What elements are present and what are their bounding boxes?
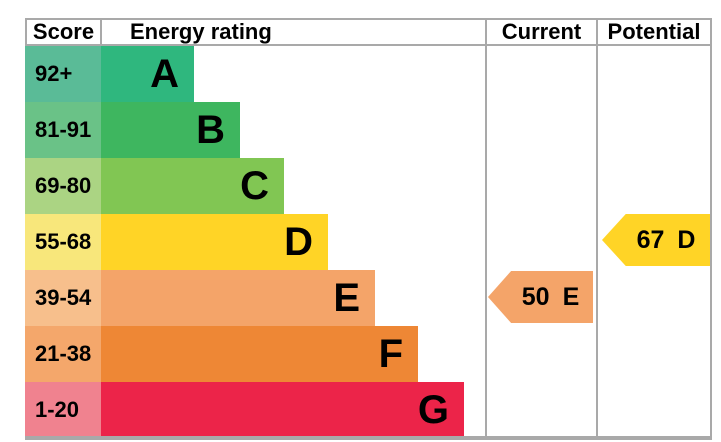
potential-rating-value: 67: [636, 225, 665, 254]
band-letter-e: E: [333, 276, 360, 320]
band-letter-a: A: [150, 52, 179, 96]
band-letter-f: F: [378, 332, 403, 376]
current-column-left-divider: [485, 44, 487, 438]
score-range-e: 39-54: [25, 270, 101, 326]
score-range-g: 1-20: [25, 382, 101, 438]
current-rating-value: 50: [521, 282, 550, 311]
rating-bar-g: G: [101, 382, 464, 438]
potential-column-left-divider: [596, 44, 598, 438]
rating-bar-c: C: [101, 158, 284, 214]
rating-bar-f: F: [101, 326, 418, 382]
score-range-b: 81-91: [25, 102, 101, 158]
rating-bar-a: A: [101, 46, 194, 102]
rating-bar-e: E: [101, 270, 375, 326]
rating-bar-b: B: [101, 102, 240, 158]
score-column-header: Score: [25, 18, 102, 46]
score-range-a: 92+: [25, 46, 101, 102]
current-column-header: Current: [485, 18, 598, 46]
score-range-d: 55-68: [25, 214, 101, 270]
table-bottom-border: [25, 436, 712, 440]
energy-rating-column-header: Energy rating: [100, 18, 487, 46]
table-right-border: [710, 44, 712, 438]
potential-rating-arrow: 67 D: [602, 214, 710, 266]
band-letter-g: G: [417, 388, 449, 432]
rating-bar-d: D: [101, 214, 328, 270]
band-letter-c: C: [240, 164, 269, 208]
potential-rating-band: D: [677, 225, 696, 254]
score-range-c: 69-80: [25, 158, 101, 214]
band-letter-d: D: [284, 220, 313, 264]
current-rating-band: E: [562, 282, 580, 311]
potential-column-header: Potential: [596, 18, 712, 46]
current-rating-arrow: 50 E: [488, 271, 593, 323]
score-range-f: 21-38: [25, 326, 101, 382]
band-letter-b: B: [196, 108, 225, 152]
